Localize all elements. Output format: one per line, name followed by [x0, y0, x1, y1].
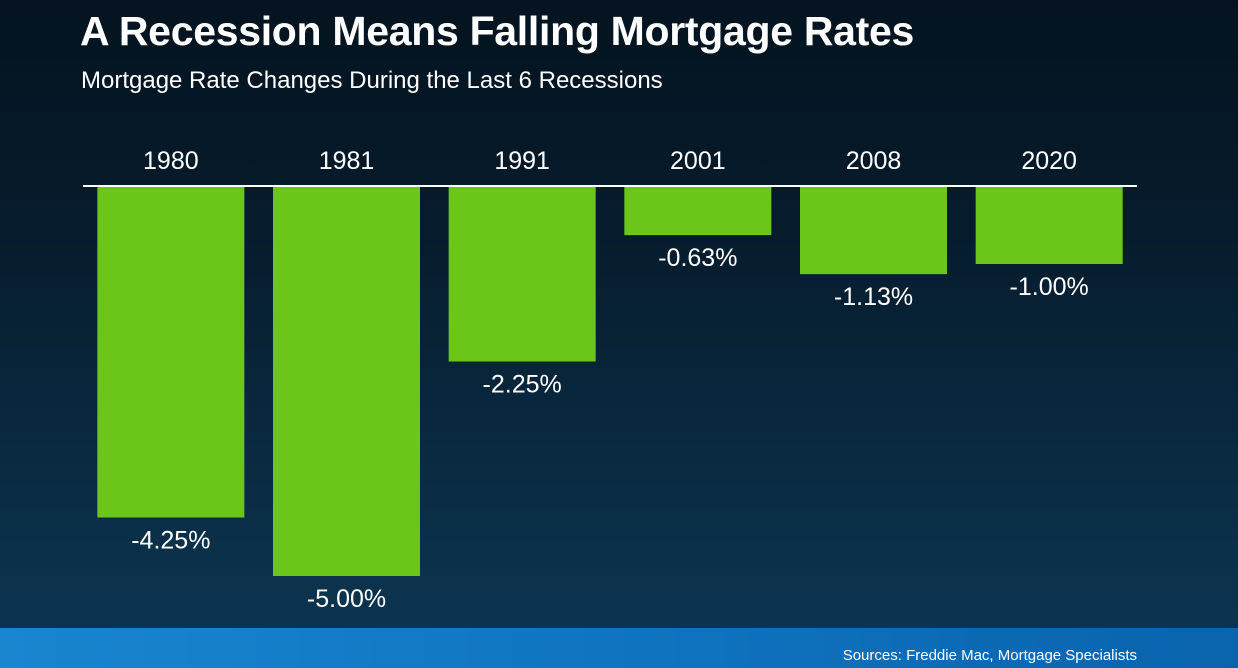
chart-subtitle: Mortgage Rate Changes During the Last 6 …	[81, 67, 663, 94]
bar-2008	[800, 186, 947, 275]
value-label-1991: -2.25%	[483, 371, 562, 399]
category-label-1991: 1991	[494, 147, 550, 175]
chart-title: A Recession Means Falling Mortgage Rates	[80, 8, 915, 54]
category-label-2001: 2001	[670, 147, 726, 175]
bar-2020	[975, 186, 1123, 264]
bar-1991	[448, 186, 596, 362]
source-note: Sources: Freddie Mac, Mortgage Specialis…	[842, 647, 1137, 664]
bar-chart: 1980 -4.25% 1981 -5.00% 1991 -2.25% 2001 -0.63%…	[97, 147, 1123, 613]
category-label-2020: 2020	[1021, 147, 1077, 175]
bar-1981	[273, 186, 420, 576]
value-label-1981: -5.00%	[307, 585, 386, 613]
value-label-2001: -0.63%	[658, 244, 737, 272]
value-label-2020: -1.00%	[1010, 273, 1089, 301]
bar-1980	[97, 186, 245, 518]
value-label-2008: -1.13%	[834, 283, 913, 311]
category-label-1980: 1980	[143, 147, 199, 175]
footer-bar: Sources: Freddie Mac, Mortgage Specialis…	[0, 628, 1238, 668]
bar-2001	[624, 186, 772, 236]
category-label-2008: 2008	[846, 147, 902, 175]
category-label-1981: 1981	[319, 147, 375, 175]
value-label-1980: -4.25%	[131, 527, 210, 555]
